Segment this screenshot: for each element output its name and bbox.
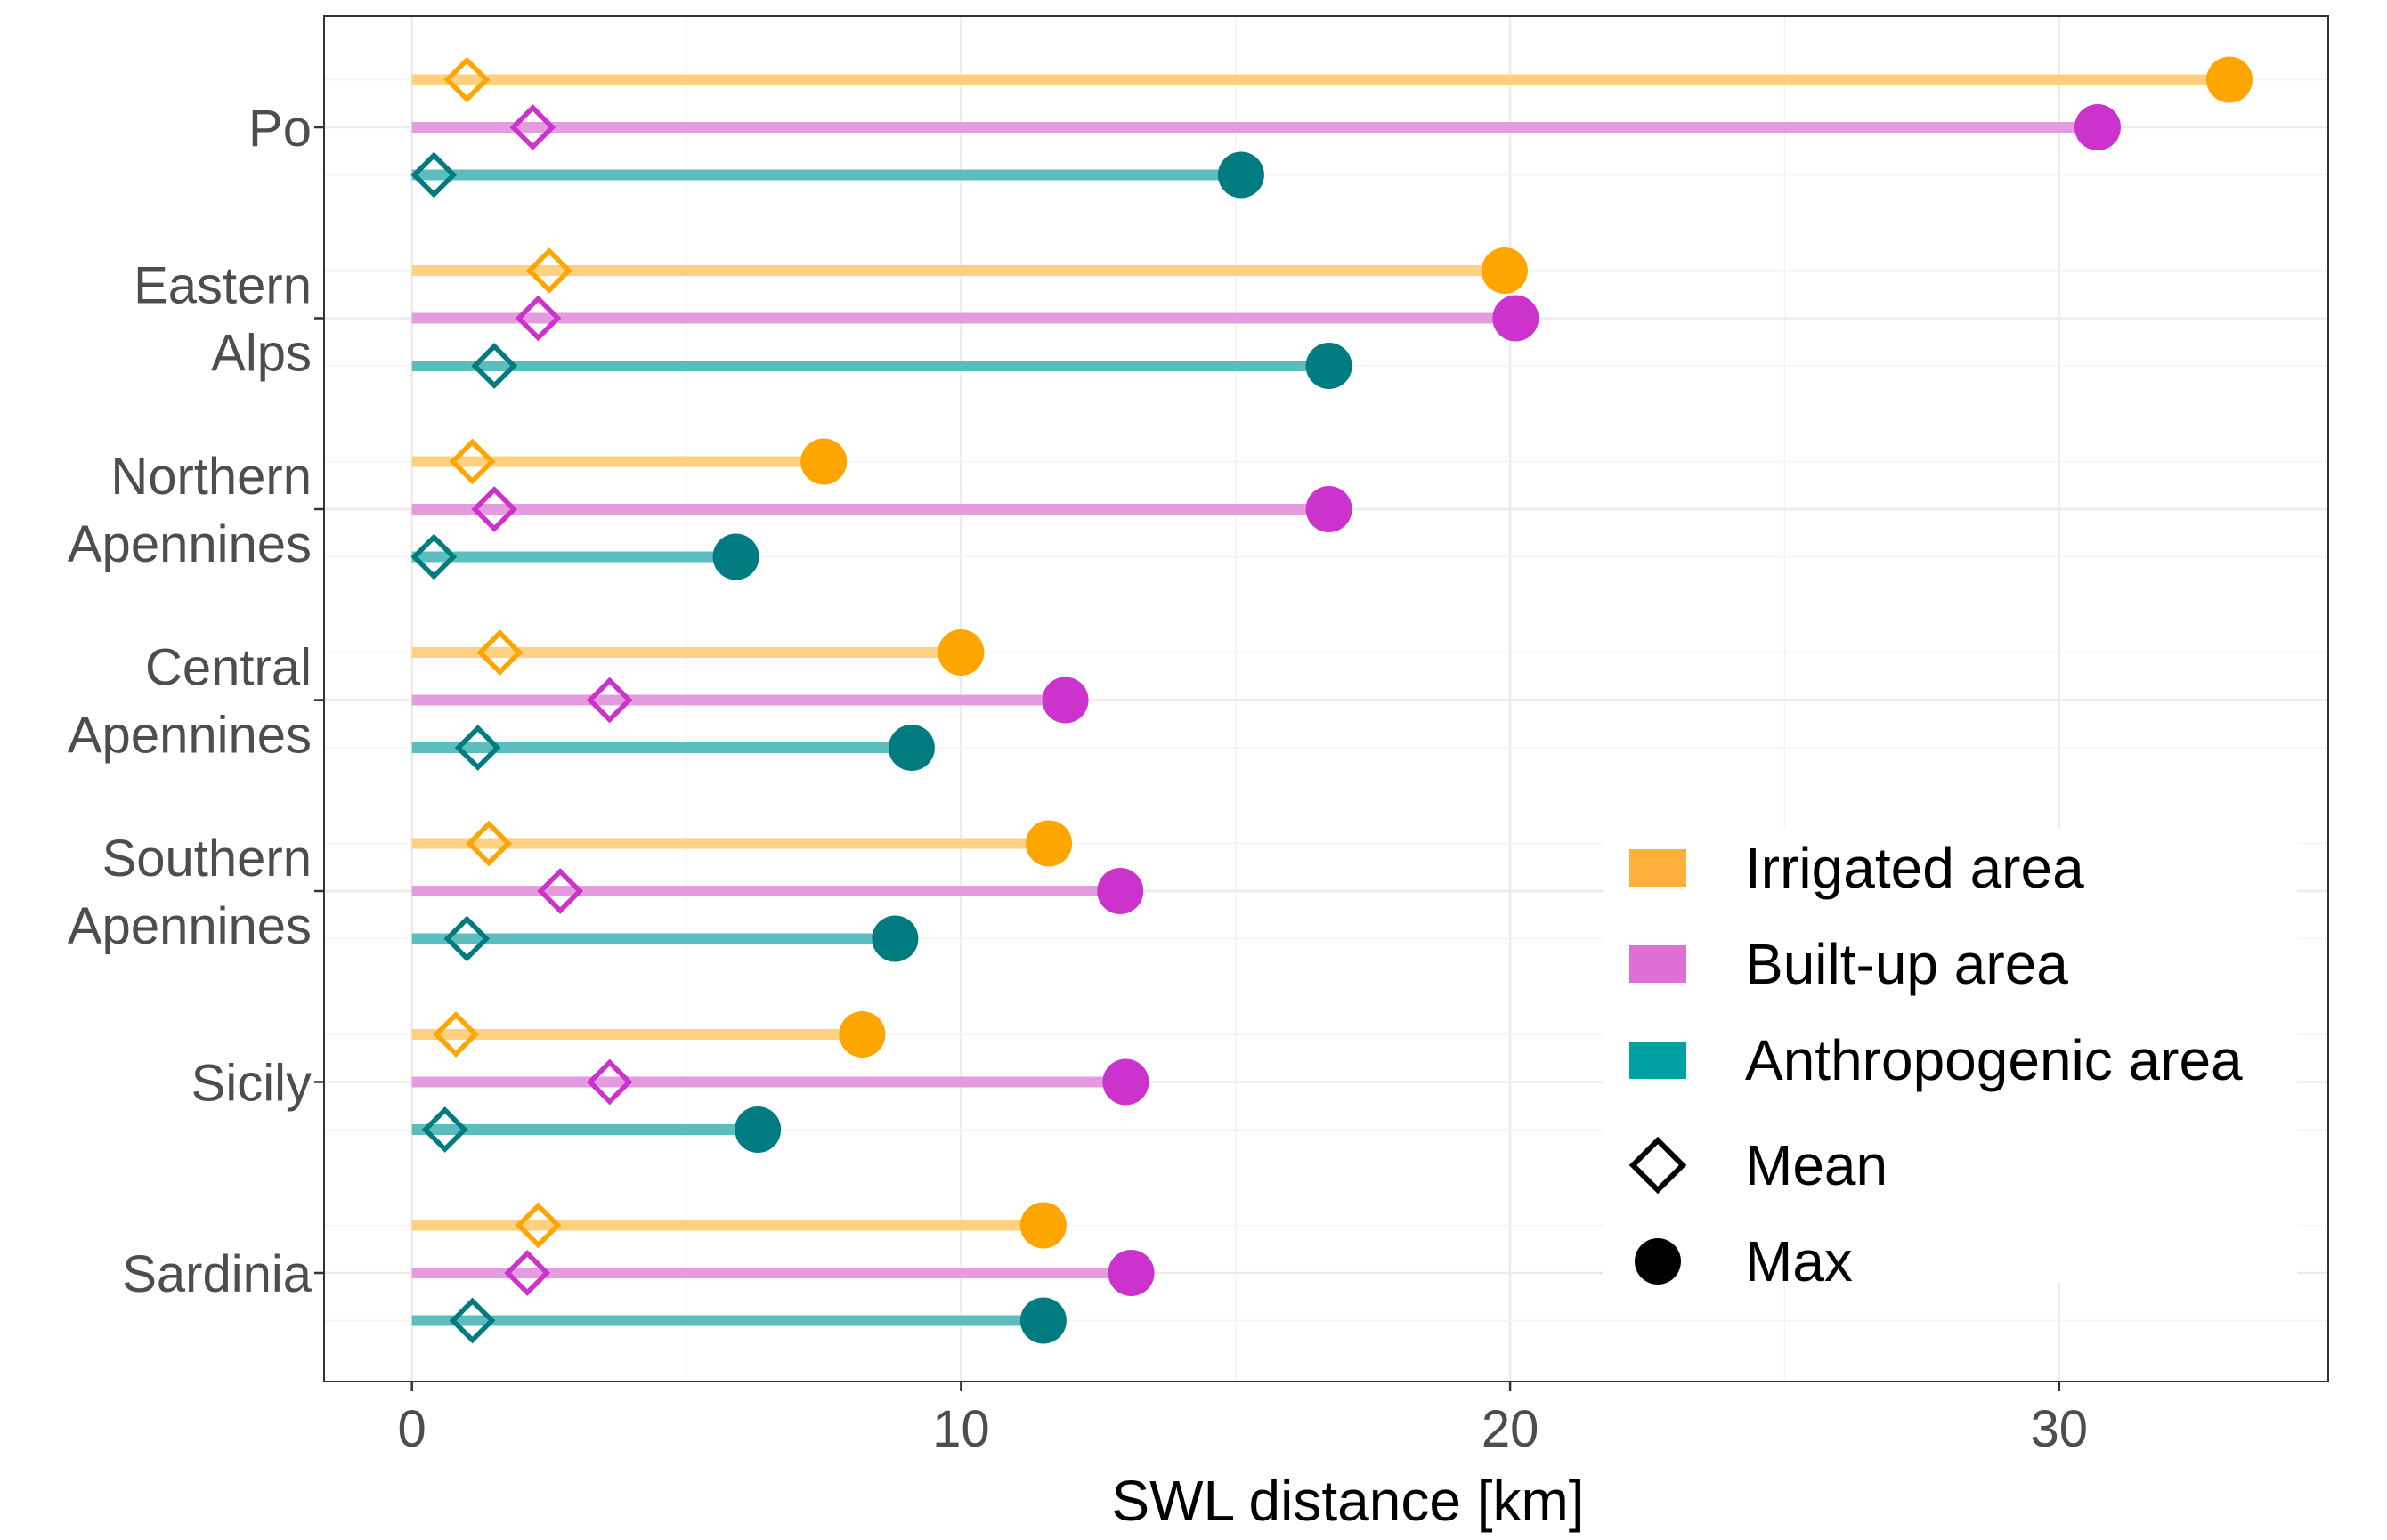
legend-swatch <box>1629 1042 1686 1079</box>
max-point <box>839 1011 886 1058</box>
y-tick-label: Apennines <box>68 707 312 765</box>
max-point <box>1305 486 1352 532</box>
max-point <box>1019 1297 1067 1344</box>
mean-point <box>443 56 491 103</box>
mean-point <box>471 343 518 389</box>
legend-diamond-icon <box>1628 1136 1687 1195</box>
x-tick-label: 0 <box>398 1400 426 1458</box>
y-tick-label: Po <box>248 100 312 158</box>
mean-point <box>476 629 524 676</box>
x-tick-label: 10 <box>932 1400 990 1458</box>
legend-label: Irrigated area <box>1745 836 2084 900</box>
mean-point <box>509 104 556 150</box>
max-point <box>712 533 759 580</box>
mean-point <box>471 486 518 532</box>
max-point <box>800 438 848 485</box>
max-point <box>735 1106 782 1153</box>
mean-point <box>410 533 458 580</box>
max-point <box>1026 820 1073 867</box>
y-axis: Po Eastern Alps Northern Apennines Central Ape… <box>68 100 324 1303</box>
legend-swatch <box>1629 849 1686 887</box>
mean-point <box>449 1297 496 1344</box>
legend-circle-icon <box>1635 1238 1681 1285</box>
y-tick-label: Northern <box>110 448 312 506</box>
y-tick-label: Apennines <box>68 897 312 955</box>
legend-label: Anthropogenic area <box>1745 1028 2243 1092</box>
mean-point <box>504 1250 551 1296</box>
x-tick-label: 30 <box>2031 1400 2089 1458</box>
mean-point <box>410 151 458 199</box>
mean-point <box>466 820 512 867</box>
max-point <box>888 725 935 771</box>
max-point <box>938 629 985 676</box>
y-tick-label: Alps <box>211 325 312 383</box>
mean-point <box>525 247 572 294</box>
mean-point <box>515 295 562 342</box>
chart-marks <box>410 56 2253 1344</box>
max-point <box>1019 1202 1067 1249</box>
legend-swatch <box>1629 945 1686 983</box>
legend-background <box>1603 828 2297 1282</box>
mean-point <box>586 677 633 724</box>
max-point <box>872 915 919 962</box>
legend-label: Mean <box>1745 1133 1888 1197</box>
x-axis: 0 10 20 30 <box>398 1382 2089 1458</box>
mean-point <box>515 1202 562 1249</box>
x-tick-label: 20 <box>1482 1400 1539 1458</box>
mean-point <box>421 1106 468 1153</box>
mean-point <box>449 438 496 485</box>
legend: Irrigated area Built-up area Anthropogenic… <box>1603 828 2297 1293</box>
max-point <box>1108 1250 1155 1296</box>
max-point <box>1481 247 1528 294</box>
mean-point <box>433 1011 479 1058</box>
plot-border <box>323 15 2329 1382</box>
y-tick-label: Eastern <box>134 257 312 315</box>
y-tick-label: Apennines <box>68 515 312 573</box>
max-point <box>1102 1058 1149 1106</box>
x-axis-title: SWL distance [km] <box>1111 1469 1584 1533</box>
y-tick-label: Central <box>145 639 312 697</box>
max-point <box>2205 56 2253 103</box>
y-tick-label: Southern <box>102 830 312 888</box>
max-point <box>1305 343 1352 389</box>
y-tick-label: Sicily <box>191 1055 312 1113</box>
mean-point <box>586 1058 633 1106</box>
max-point <box>2074 104 2121 150</box>
legend-label: Built-up area <box>1745 932 2068 996</box>
max-point <box>1097 868 1144 914</box>
max-point <box>1492 295 1539 342</box>
y-tick-label: Sardinia <box>122 1245 313 1303</box>
max-point <box>1217 151 1264 199</box>
mean-point <box>443 915 491 962</box>
mean-point <box>537 868 584 914</box>
mean-point <box>454 725 501 771</box>
legend-label: Max <box>1745 1229 1853 1293</box>
max-point <box>1042 677 1089 724</box>
